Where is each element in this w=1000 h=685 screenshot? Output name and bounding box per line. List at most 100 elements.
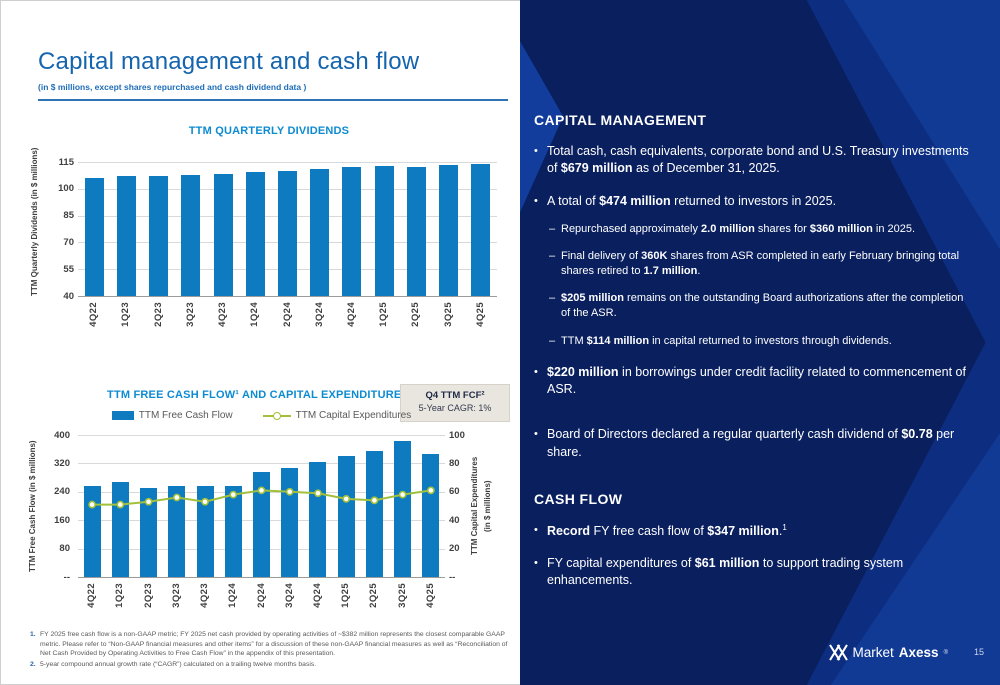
- gridline: [78, 463, 445, 465]
- bullet-marker: –: [549, 222, 556, 235]
- x-tick-label: 2Q24: [255, 583, 267, 608]
- logo-text-axess: Axess: [898, 645, 939, 660]
- x-tick-label: 3Q24: [313, 302, 325, 327]
- legend-item-fcf: TTM Free Cash Flow: [111, 410, 233, 421]
- right-tick-label: 40: [449, 514, 460, 526]
- bullet-marker: •: [534, 557, 538, 570]
- right-tick-label: 80: [449, 457, 460, 469]
- dividends-chart-plot: [78, 162, 497, 297]
- marketaxess-x-icon: [828, 644, 848, 661]
- x-tick-label: 1Q23: [120, 302, 132, 327]
- x-tick-label: 4Q24: [345, 302, 357, 327]
- bar-series-swatch: [111, 411, 134, 420]
- right-tick-label: 20: [449, 543, 460, 555]
- cash-flow-bullets: • Record FY free cash flow of $347 millio…: [534, 522, 974, 590]
- page-number: 15: [973, 647, 984, 657]
- bullet-marker: –: [549, 292, 556, 305]
- marketaxess-logo: Market Axess ®: [828, 644, 948, 661]
- x-tick-label: 4Q25: [474, 302, 486, 327]
- footnote-text: 5-year compound annual growth rate (“CAG…: [40, 660, 317, 668]
- x-tick-label: 3Q24: [283, 583, 295, 608]
- left-tick-label: --: [63, 571, 70, 583]
- cash-flow-heading: CASH FLOW: [534, 490, 623, 507]
- dividend-bar: [84, 178, 104, 296]
- x-tick-label: 3Q25: [442, 302, 454, 327]
- sub-bullet-item: – TTM $114 million in capital returned to…: [549, 334, 974, 349]
- legend-label-fcf: TTM Free Cash Flow: [138, 410, 233, 421]
- x-tick-label: 2Q23: [142, 583, 154, 608]
- bullet-marker: –: [549, 334, 556, 347]
- callout-line2: 5-Year CAGR: 1%: [418, 403, 492, 413]
- sub-bullet-item: – Final delivery of 360K shares from ASR …: [549, 249, 974, 279]
- fcf-capex-chart: TTM FREE CASH FLOW¹ AND CAPITAL EXPENDIT…: [28, 384, 510, 626]
- fcf-bar: [337, 455, 355, 577]
- y-tick-label: 40: [63, 290, 74, 302]
- gridline: [78, 296, 497, 297]
- right-tick-label: 60: [449, 486, 460, 498]
- dividend-bar: [310, 169, 330, 296]
- fcf-bar: [281, 468, 299, 577]
- left-axis-label: TTM Free Cash Flow (in $ millions): [28, 440, 37, 572]
- gridline: [78, 435, 445, 436]
- capex-line-series: [88, 486, 435, 509]
- x-tick-label: 4Q25: [424, 583, 436, 608]
- right-axis-label-line2: (in $ millions): [483, 480, 492, 532]
- dividend-bar: [471, 163, 491, 296]
- chart-legend: TTM Free Cash Flow TTM Capital Expenditu…: [78, 410, 445, 421]
- bullet-marker: •: [534, 365, 538, 378]
- gridline: [78, 162, 497, 163]
- slide-left-content: Capital management and cash flow (in $ m…: [28, 48, 518, 671]
- left-tick-label: 240: [54, 486, 70, 498]
- legend-item-capex: TTM Capital Expenditures: [262, 410, 412, 421]
- y-tick-label: 115: [58, 156, 74, 168]
- footnote-item: 1. FY 2025 free cash flow is a non-GAAP m…: [30, 630, 518, 659]
- bullet-text: $220 million in borrowings under credit …: [547, 364, 966, 397]
- footnote-number: 2.: [30, 660, 36, 668]
- dividend-bar: [245, 171, 265, 296]
- footnote-text: FY 2025 free cash flow is a non-GAAP met…: [40, 631, 508, 658]
- bullet-item: • $220 million in borrowings under credit…: [534, 364, 974, 399]
- bullet-text: Final delivery of 360K shares from ASR c…: [561, 249, 960, 278]
- page-subtitle: (in $ millions, except shares repurchase…: [38, 82, 307, 92]
- capital-management-heading: CAPITAL MANAGEMENT: [534, 112, 707, 128]
- bullet-text: $205 million remains on the outstanding …: [561, 292, 964, 320]
- fcf-bar: [365, 450, 383, 577]
- x-tick-label: 4Q22: [88, 302, 100, 327]
- page-title: Capital management and cash flow: [38, 48, 420, 75]
- x-tick-label: 2Q23: [152, 302, 164, 327]
- y-tick-label: 85: [63, 210, 74, 222]
- x-tick-label: 4Q24: [311, 583, 323, 608]
- fcf-bar: [394, 441, 412, 577]
- logo-registered-mark: ®: [943, 649, 948, 656]
- right-axis-label-line1: TTM Capital Expenditures: [470, 456, 479, 556]
- footnotes: 1. FY 2025 free cash flow is a non-GAAP m…: [30, 630, 518, 671]
- x-tick-label: 4Q23: [217, 302, 229, 327]
- bullet-item: • Board of Directors declared a regular q…: [534, 426, 974, 461]
- x-tick-label: 2Q24: [281, 302, 293, 327]
- fcf-cagr-callout: Q4 TTM FCF² 5-Year CAGR: 1%: [400, 384, 510, 422]
- dividend-bar: [439, 164, 459, 296]
- left-tick-label: 320: [54, 457, 70, 469]
- bullet-text: Record FY free cash flow of $347 million…: [547, 522, 787, 538]
- fcf-chart-plot: [78, 435, 445, 578]
- legend-label-capex: TTM Capital Expenditures: [295, 410, 412, 421]
- bullet-text: Board of Directors declared a regular qu…: [547, 427, 955, 459]
- right-tick-label: --: [449, 571, 456, 583]
- bullet-marker: •: [534, 145, 538, 157]
- line-series-swatch: [262, 411, 291, 420]
- bullet-text: Repurchased approximately 2.0 million sh…: [561, 222, 916, 235]
- bullet-marker: •: [534, 194, 538, 207]
- x-tick-label: 3Q25: [396, 583, 408, 608]
- dividend-bar: [374, 165, 394, 296]
- bullet-text: Total cash, cash equivalents, corporate …: [547, 144, 969, 176]
- x-tick-label: 1Q24: [227, 583, 239, 608]
- capital-management-bullets: • Total cash, cash equivalents, corporate…: [534, 143, 974, 461]
- bullet-item: • Record FY free cash flow of $347 millio…: [534, 522, 974, 540]
- x-tick-label: 1Q25: [378, 302, 390, 327]
- dividends-chart: TTM QUARTERLY DIVIDENDS 115 100 85 70 55 40 4Q…: [28, 120, 510, 342]
- x-tick-label: 1Q23: [114, 583, 126, 608]
- x-tick-label: 2Q25: [410, 302, 422, 327]
- dividend-bar: [342, 167, 362, 296]
- y-tick-label: 55: [63, 263, 74, 275]
